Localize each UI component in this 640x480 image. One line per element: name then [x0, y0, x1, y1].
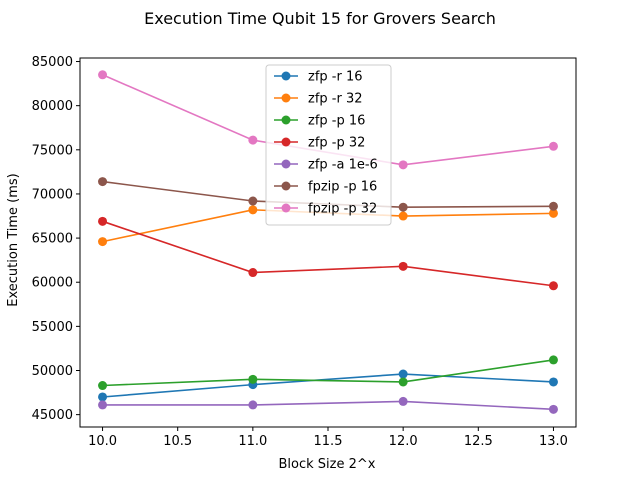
x-tick-label: 11.0 [238, 434, 267, 449]
legend-marker [281, 159, 291, 169]
series-line [102, 373, 554, 398]
legend-label: fpzip -p 32 [308, 202, 377, 217]
legend: zfp -r 16 zfp -r 32 zfp -p 16 zfp -p 32 zfp … [265, 64, 392, 226]
legend-marker [281, 71, 291, 81]
data-point [98, 381, 108, 391]
y-tick-label: 80000 [32, 99, 73, 114]
data-point [398, 261, 408, 271]
x-axis-title: Block Size 2^x [279, 457, 376, 472]
series-group [98, 355, 558, 391]
legend-label: zfp -r 16 [308, 70, 363, 85]
plot-area: 10.0 10.5 11.0 11.5 12.0 12.5 13.0 45000 50000 55… [32, 55, 577, 449]
data-point [548, 377, 558, 387]
data-point [398, 160, 408, 170]
legend-label: zfp -a 1e-6 [308, 158, 378, 173]
data-point [248, 374, 258, 384]
series-group [98, 216, 558, 291]
y-tick-label: 75000 [32, 143, 73, 158]
legend-label: zfp -p 16 [308, 114, 365, 129]
data-point [98, 70, 108, 80]
series-group [98, 396, 558, 414]
legend-marker [281, 203, 291, 213]
x-tick-label: 11.5 [314, 434, 343, 449]
x-tick-label: 13.0 [539, 434, 568, 449]
y-tick-label: 70000 [32, 187, 73, 202]
data-point [98, 237, 108, 247]
data-point [398, 369, 408, 379]
data-point [248, 400, 258, 410]
data-point [398, 211, 408, 221]
y-tick-label: 50000 [32, 364, 73, 379]
legend-box [265, 64, 392, 226]
data-point [98, 216, 108, 226]
y-tick-label: 65000 [32, 232, 73, 247]
x-tick-label: 10.0 [88, 434, 117, 449]
y-axis-title: Execution Time (ms) [6, 173, 21, 306]
legend-label: fpzip -p 16 [308, 180, 377, 195]
data-point [398, 377, 408, 387]
legend-marker [281, 115, 291, 125]
legend-label: zfp -r 32 [308, 92, 363, 107]
x-tick-label: 12.5 [464, 434, 493, 449]
legend-marker [281, 93, 291, 103]
data-point [548, 201, 558, 211]
chart-title: Execution Time Qubit 15 for Grovers Sear… [144, 9, 496, 28]
series-line [102, 400, 554, 411]
legend-marker [281, 181, 291, 191]
x-tick-label: 10.5 [163, 434, 192, 449]
y-tick-label: 45000 [32, 408, 73, 423]
data-point [248, 196, 258, 206]
x-tick-label: 12.0 [389, 434, 418, 449]
data-point [548, 404, 558, 414]
data-point [548, 281, 558, 291]
y-tick-label: 60000 [32, 276, 73, 291]
legend-marker [281, 137, 291, 147]
data-point [248, 135, 258, 145]
data-point [548, 355, 558, 365]
data-point [248, 268, 258, 278]
series-line [102, 359, 554, 387]
data-point [98, 177, 108, 187]
data-point [548, 208, 558, 218]
data-point [98, 400, 108, 410]
series-line [102, 220, 554, 287]
y-tick-label: 55000 [32, 320, 73, 335]
legend-label: zfp -p 32 [308, 136, 365, 151]
data-point [398, 202, 408, 212]
data-point [398, 396, 408, 406]
y-tick-label: 85000 [32, 55, 73, 70]
data-point [98, 392, 108, 402]
data-point [548, 141, 558, 151]
data-point [248, 205, 258, 215]
